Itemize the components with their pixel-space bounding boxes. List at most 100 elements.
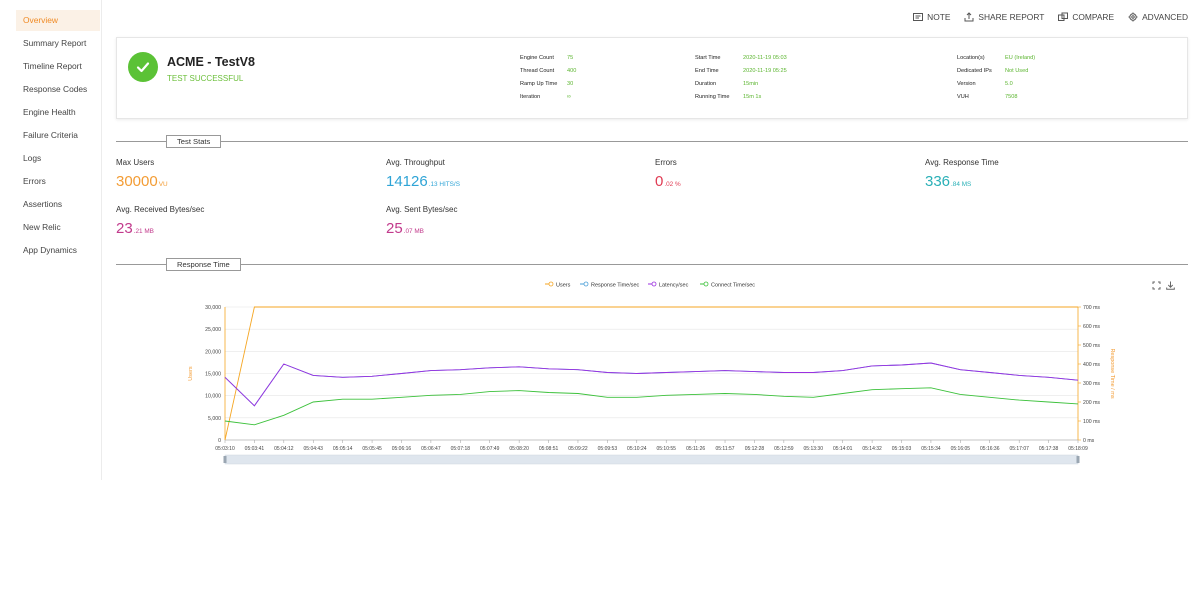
x-tick-label: 05:11:57 (715, 446, 734, 452)
sidebar-item-response-codes[interactable]: Response Codes (23, 84, 88, 94)
note-icon (913, 13, 924, 21)
received-bytes-value: 23 (116, 220, 133, 237)
sidebar-item-app-dynamics[interactable]: App Dynamics (23, 245, 77, 255)
series-line-latency-sec (224, 362, 1079, 407)
top-actions: NOTE SHARE REPORT COMPARE ADVANCED (913, 12, 1188, 22)
received-bytes-label: Avg. Received Bytes/sec (116, 205, 205, 214)
x-tick-label: 05:15:03 (892, 446, 912, 452)
share-report-button[interactable]: SHARE REPORT (964, 12, 1044, 22)
x-tick-label: 05:05:45 (362, 446, 382, 452)
running-time-label: Running Time (695, 94, 730, 100)
sidebar-item-assertions[interactable]: Assertions (23, 199, 63, 209)
legend-marker-1 (583, 281, 589, 287)
sidebar-item-engine-health[interactable]: Engine Health (23, 107, 76, 117)
response-time-stat: Avg. Response Time 336.84 MS (925, 158, 999, 190)
compare-icon (1058, 12, 1069, 21)
y-tick-right: 200 ms (1083, 400, 1100, 406)
range-handle-left (223, 456, 227, 463)
thread-count-value: 400 (567, 68, 577, 74)
sidebar-item-new-relic[interactable]: New Relic (23, 222, 61, 232)
series-line-users (224, 306, 1078, 441)
y-tick-right: 0 ms (1083, 438, 1095, 444)
ramp-up-value: 30 (567, 81, 574, 87)
chart-tools (1152, 281, 1175, 290)
x-tick-label: 05:16:05 (951, 446, 971, 452)
engine-info: Engine Count 75 Thread Count 400 Ramp Up T… (520, 52, 576, 104)
y-tick-left: 15,000 (205, 372, 221, 378)
test-stats-heading: Test Stats (166, 135, 222, 148)
legend-marker-0 (548, 281, 554, 287)
reset-zoom-icon[interactable] (1152, 281, 1161, 290)
x-tick-label: 05:13:30 (804, 446, 824, 452)
sent-bytes-value: 25 (386, 220, 403, 237)
received-bytes-stat: Avg. Received Bytes/sec 23.21 MB (116, 205, 204, 237)
advanced-label: ADVANCED (1142, 12, 1188, 22)
running-time-value: 15m 1s (743, 94, 762, 100)
response-time-unit: .84 MS (951, 181, 972, 188)
x-tick-label: 05:04:43 (304, 446, 324, 452)
sent-bytes-label: Avg. Sent Bytes/sec (386, 205, 458, 214)
engine-count-value: 75 (567, 55, 574, 61)
x-tick-label: 05:17:38 (1039, 446, 1059, 452)
sidebar-item-summary-report[interactable]: Summary Report (23, 38, 87, 48)
start-time-value: 2020-11-19 05:03 (743, 55, 787, 61)
duration-value: 15min (743, 81, 759, 87)
x-tick-label: 05:16:36 (980, 446, 1000, 452)
y-tick-left: 20,000 (205, 349, 221, 355)
response-time-heading: Response Time (166, 258, 241, 271)
thread-count-label: Thread Count (520, 68, 555, 74)
note-button[interactable]: NOTE (913, 12, 950, 22)
engine-count-label: Engine Count (520, 55, 554, 61)
test-summary-card: ACME - TestV8 TEST SUCCESSFUL Engine Cou… (116, 37, 1188, 119)
y-tick-left: 0 (218, 438, 221, 444)
sidebar-item-errors[interactable]: Errors (23, 176, 46, 186)
y-tick-right: 700 ms (1083, 305, 1100, 311)
legend-label-3: Connect Time/sec (711, 283, 755, 289)
dedicated-ips-label: Dedicated IPs (957, 68, 992, 74)
sidebar-item-overview[interactable]: Overview (16, 10, 100, 31)
max-users-label: Max Users (116, 158, 155, 167)
sidebar-item-failure-criteria[interactable]: Failure Criteria (23, 130, 78, 140)
x-tick-label: 05:08:51 (539, 446, 559, 452)
x-tick-label: 05:15:34 (921, 446, 941, 452)
x-tick-label: 05:12:28 (745, 446, 765, 452)
y-tick-right: 300 ms (1083, 381, 1100, 387)
response-time-value: 336 (925, 173, 951, 190)
y-tick-left: 30,000 (205, 305, 221, 311)
legend-label-0: Users (556, 283, 571, 289)
x-tick-label: 05:08:20 (509, 446, 529, 452)
response-time-label: Avg. Response Time (925, 158, 999, 167)
y-axis-left-title: Users (188, 366, 194, 381)
compare-button[interactable]: COMPARE (1058, 12, 1114, 22)
vuh-label: VUH (957, 94, 969, 100)
max-users-unit: VU (158, 181, 168, 188)
iteration-value: ∞ (567, 94, 571, 100)
x-tick-label: 05:03:10 (215, 446, 235, 452)
x-tick-label: 05:07:18 (451, 446, 471, 452)
end-time-value: 2020-11-19 05:25 (743, 68, 787, 74)
sidebar-item-logs[interactable]: Logs (23, 153, 42, 163)
end-time-label: End Time (695, 68, 719, 74)
location-label: Location(s) (957, 55, 985, 61)
errors-unit: .02 % (664, 181, 681, 188)
sidebar-item-timeline-report[interactable]: Timeline Report (23, 61, 82, 71)
x-tick-label: 05:05:14 (333, 446, 353, 452)
y-axis-right-title: Response Time / ms (1109, 348, 1115, 398)
response-time-divider (116, 264, 1188, 265)
x-tick-label: 05:17:07 (1009, 446, 1029, 452)
share-icon (964, 12, 974, 22)
received-bytes-unit: .21 MB (133, 228, 154, 235)
y-tick-right: 100 ms (1083, 419, 1100, 425)
advanced-button[interactable]: ADVANCED (1128, 12, 1188, 22)
throughput-value: 14126 (386, 173, 428, 190)
iteration-label: Iteration (520, 94, 541, 100)
response-time-chart[interactable]: Users Response Time/sec Latency/sec Connect… (170, 274, 1130, 468)
y-tick-right: 400 ms (1083, 362, 1100, 368)
x-tick-label: 05:18:09 (1068, 446, 1088, 452)
download-icon[interactable] (1166, 281, 1175, 290)
legend-marker-3 (703, 281, 709, 287)
y-tick-left: 5,000 (208, 416, 221, 422)
test-stats-divider (116, 141, 1188, 142)
success-check-icon (128, 52, 158, 82)
time-info: Start Time 2020-11-19 05:03 End Time 2020-… (695, 52, 787, 104)
